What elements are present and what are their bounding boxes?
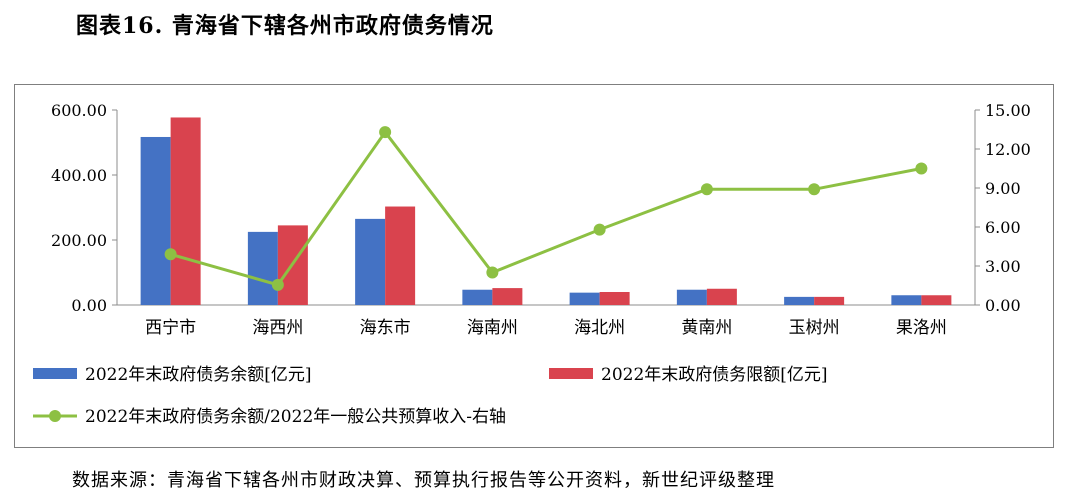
- x-category-label: 海西州: [252, 318, 303, 338]
- legend-swatch-debt-balance: [33, 368, 77, 379]
- x-category-label: 海北州: [574, 318, 625, 338]
- x-category-label: 海南州: [467, 318, 518, 338]
- chart-svg: 0.00 200.00 400.00 600.00 0.00 3.00 6.00 9.00 12…: [33, 101, 1031, 427]
- right-tick-label: 0.00: [985, 296, 1021, 315]
- line-point: [379, 126, 392, 139]
- figure-title: 图表16. 青海省下辖各州市政府债务情况: [76, 13, 494, 39]
- line-point: [593, 223, 606, 236]
- bar-debt-limit: [492, 288, 523, 305]
- legend-label-debt-balance: 2022年末政府债务余额[亿元]: [85, 365, 312, 385]
- bar-debt-limit: [385, 206, 416, 305]
- right-tick-label: 9.00: [985, 179, 1021, 198]
- line-debt-ratio: [170, 129, 922, 287]
- right-tick-label: 12.00: [985, 140, 1031, 159]
- source-note: 数据来源：青海省下辖各州市财政决算、预算执行报告等公开资料，新世纪评级整理: [72, 470, 775, 491]
- bar-debt-balance: [784, 296, 815, 305]
- left-tick-label: 600.00: [51, 101, 107, 120]
- x-category-label: 西宁市: [145, 318, 196, 338]
- left-tick-label: 400.00: [51, 166, 107, 185]
- left-tick-label: 0.00: [71, 296, 107, 315]
- legend-swatch-line-marker: [49, 410, 61, 422]
- right-tick-label: 15.00: [985, 101, 1031, 120]
- legend-swatch-debt-limit: [549, 368, 593, 379]
- right-tick-label: 3.00: [985, 257, 1021, 276]
- x-category-label: 玉树州: [789, 318, 840, 338]
- bar-debt-limit: [921, 295, 952, 305]
- line-point: [700, 183, 713, 196]
- bar-debt-balance: [569, 292, 600, 305]
- bar-debt-balance: [676, 289, 707, 305]
- line-point: [164, 248, 177, 261]
- right-tick-label: 6.00: [985, 218, 1021, 237]
- x-category-label: 果洛州: [896, 318, 947, 338]
- bar-debt-balance: [462, 289, 493, 305]
- line-point: [271, 278, 284, 291]
- bar-debt-limit: [814, 296, 845, 305]
- left-tick-label: 200.00: [51, 231, 107, 250]
- x-category-label: 海东市: [360, 318, 411, 338]
- bar-debt-balance: [891, 295, 922, 305]
- line-point: [915, 162, 928, 175]
- bar-debt-limit: [599, 292, 630, 305]
- legend-label-debt-limit: 2022年末政府债务限额[亿元]: [601, 365, 828, 385]
- bar-debt-balance: [140, 136, 171, 305]
- x-category-label: 黄南州: [681, 318, 732, 338]
- line-point: [486, 266, 499, 279]
- bar-debt-balance: [247, 231, 278, 305]
- legend-label-debt-ratio: 2022年末政府债务余额/2022年一般公共预算收入-右轴: [85, 407, 506, 427]
- chart-container: 0.00 200.00 400.00 600.00 0.00 3.00 6.00 9.00 12…: [14, 84, 1054, 448]
- bar-debt-limit: [706, 288, 737, 305]
- bar-debt-balance: [355, 218, 386, 305]
- bar-debt-limit: [170, 117, 201, 305]
- line-point: [808, 183, 821, 196]
